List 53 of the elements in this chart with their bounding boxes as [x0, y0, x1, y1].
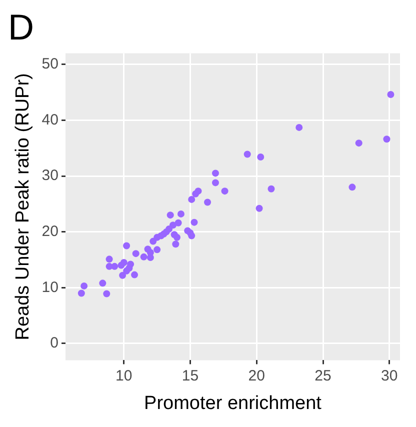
- point: [132, 250, 140, 258]
- point: [99, 280, 106, 287]
- point: [131, 271, 138, 278]
- point: [127, 260, 134, 268]
- point: [78, 290, 85, 297]
- point: [172, 240, 180, 248]
- point: [174, 219, 182, 226]
- point: [383, 136, 390, 143]
- point: [257, 154, 264, 161]
- point: [123, 242, 130, 250]
- point: [166, 226, 173, 233]
- x-tick-label: 20: [248, 367, 265, 384]
- point: [244, 150, 251, 158]
- point: [120, 259, 128, 266]
- point: [194, 188, 202, 195]
- point: [204, 198, 212, 206]
- point: [296, 124, 303, 131]
- point: [154, 246, 161, 254]
- point: [212, 170, 219, 177]
- y-tick-label: 30: [42, 167, 58, 184]
- point: [188, 232, 196, 240]
- x-tick-label: 10: [116, 367, 132, 384]
- point: [177, 210, 184, 218]
- point: [146, 248, 154, 256]
- x-tick-label: 30: [381, 367, 398, 384]
- y-tick-label: 50: [42, 56, 58, 73]
- point: [106, 256, 113, 263]
- point: [119, 272, 126, 279]
- point: [166, 212, 174, 219]
- y-tick-label: 10: [42, 278, 58, 296]
- point: [140, 253, 148, 260]
- y-axis-title: Reads Under Peak ratio (RUPr): [12, 73, 34, 340]
- point: [111, 262, 118, 270]
- y-tick-label: 0: [50, 334, 58, 352]
- y-tick-label: 40: [42, 111, 58, 128]
- y-tick-label: 20: [42, 222, 58, 240]
- point: [188, 196, 196, 203]
- point: [256, 204, 263, 212]
- point: [221, 188, 228, 195]
- point: [212, 179, 219, 186]
- point: [387, 91, 394, 98]
- point: [190, 218, 198, 226]
- x-tick-label: 15: [182, 367, 199, 384]
- x-tick-label: 25: [314, 367, 332, 384]
- point: [173, 234, 180, 241]
- x-axis-title: Promoter enrichment: [144, 392, 322, 414]
- point: [80, 282, 88, 290]
- chart-title: D: [8, 6, 34, 48]
- point: [355, 140, 362, 147]
- point: [103, 290, 110, 298]
- point: [348, 184, 356, 191]
- point: [268, 185, 275, 192]
- point: [170, 222, 177, 229]
